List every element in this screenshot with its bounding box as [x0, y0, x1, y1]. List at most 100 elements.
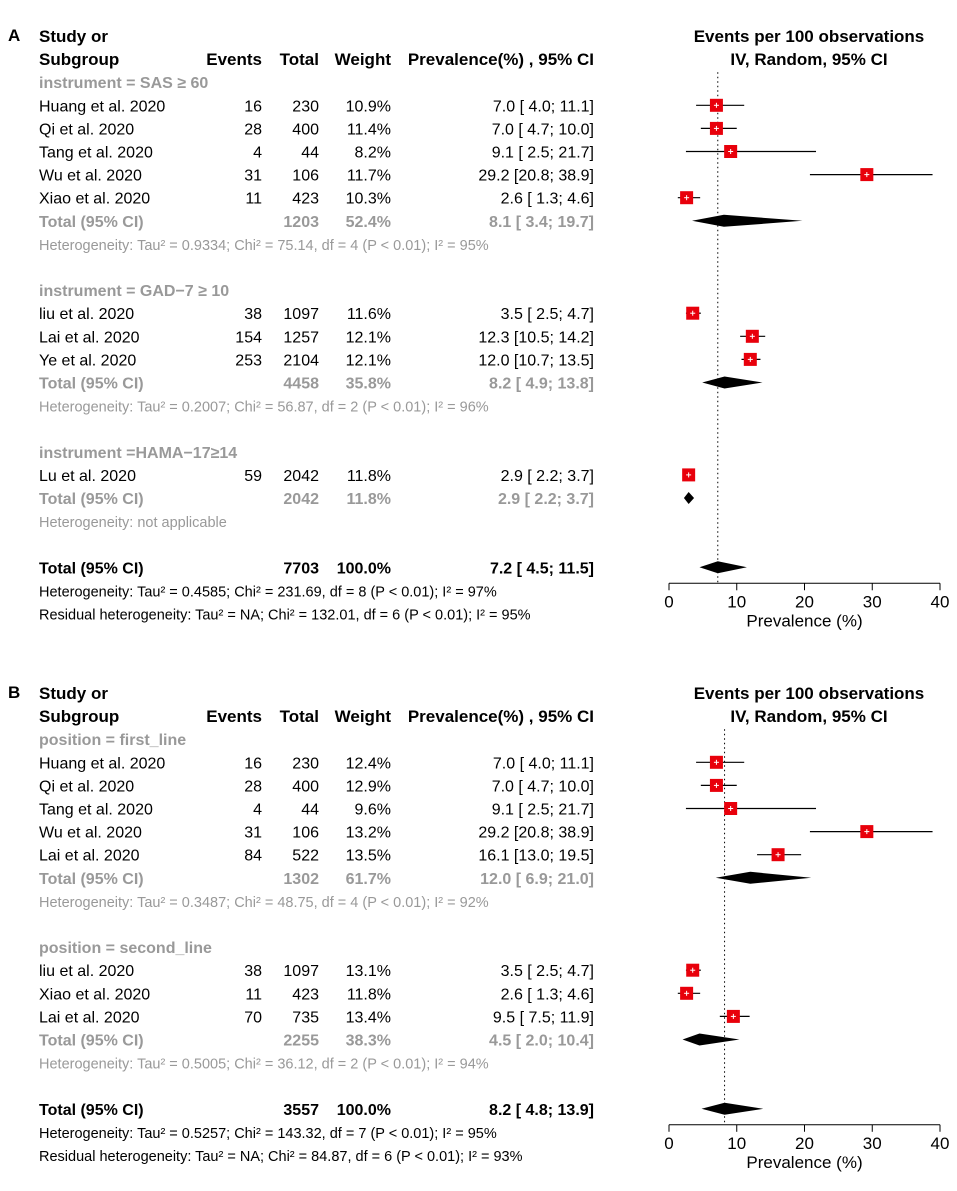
study-total: 522	[292, 848, 319, 865]
study-name: Ye et al. 2020	[39, 352, 136, 369]
header-iv-random: IV, Random, 95% CI	[730, 50, 887, 69]
study-prevalence-ci: 7.0 [ 4.7; 10.0]	[492, 121, 594, 138]
header-events-per-100: Events per 100 observations	[694, 684, 925, 703]
subgroup-total-n: 2255	[283, 1033, 319, 1050]
x-axis-tick-label: 0	[664, 592, 673, 611]
study-marker	[740, 329, 766, 343]
x-axis-tick-label: 20	[795, 592, 814, 611]
x-axis-tick-label: 10	[727, 592, 746, 611]
study-total: 423	[292, 986, 319, 1003]
study-marker	[685, 802, 817, 815]
subgroup-label: position = first_line	[39, 732, 186, 749]
study-total: 735	[292, 1009, 319, 1026]
study-name: Huang et al. 2020	[39, 755, 165, 772]
study-weight: 13.2%	[346, 825, 391, 842]
subgroup-label: instrument =HAMA−17≥14	[39, 445, 237, 462]
subgroup-label: position = second_line	[39, 940, 212, 957]
study-marker	[700, 778, 737, 792]
header-study-line2: Subgroup	[39, 50, 119, 69]
study-marker	[682, 468, 696, 482]
subgroup-total-label: Total (95% CI)	[39, 1033, 144, 1050]
study-name: Tang et al. 2020	[39, 145, 153, 162]
study-weight: 12.4%	[346, 755, 391, 772]
study-total: 106	[292, 825, 319, 842]
x-axis-tick-label: 30	[863, 592, 882, 611]
study-marker	[741, 352, 761, 366]
study-weight: 12.1%	[346, 329, 391, 346]
pooled-diamond	[715, 871, 812, 884]
study-events: 31	[244, 825, 262, 842]
study-prevalence-ci: 7.0 [ 4.0; 11.1]	[493, 98, 594, 115]
subgroup-label: instrument = GAD−7 ≥ 10	[39, 283, 229, 300]
pooled-diamond	[692, 214, 803, 227]
subgroup-heterogeneity: Heterogeneity: Tau² = 0.2007; Chi² = 56.…	[39, 400, 489, 416]
study-total: 230	[292, 755, 319, 772]
study-weight: 12.9%	[346, 778, 391, 795]
subgroup-label: instrument = SAS ≥ 60	[39, 75, 208, 92]
study-marker	[685, 145, 817, 158]
subgroup-total-weight: 61.7%	[346, 871, 391, 888]
overall-total-label: Total (95% CI)	[39, 1102, 144, 1119]
overall-total-ci: 8.2 [ 4.8; 13.9]	[489, 1102, 594, 1119]
residual-heterogeneity: Residual heterogeneity: Tau² = NA; Chi² …	[39, 608, 531, 624]
study-total: 2104	[283, 352, 319, 369]
study-prevalence-ci: 7.0 [ 4.7; 10.0]	[492, 778, 594, 795]
study-prevalence-ci: 12.3 [10.5; 14.2]	[478, 329, 594, 346]
subgroup-total-n: 2042	[283, 491, 319, 508]
pooled-diamond	[683, 492, 695, 504]
subgroup-total-weight: 38.3%	[346, 1033, 391, 1050]
header-events: Events	[206, 707, 262, 726]
study-total: 106	[292, 168, 319, 185]
study-total: 44	[301, 802, 319, 819]
study-name: Lai et al. 2020	[39, 329, 140, 346]
study-name: Lai et al. 2020	[39, 1009, 140, 1026]
x-axis-title: Prevalence (%)	[746, 611, 862, 630]
study-events: 4	[253, 802, 262, 819]
header-study-line2: Subgroup	[39, 707, 119, 726]
study-prevalence-ci: 3.5 [ 2.5; 4.7]	[501, 306, 594, 323]
study-prevalence-ci: 2.6 [ 1.3; 4.6]	[501, 986, 594, 1003]
subgroup-total-label: Total (95% CI)	[39, 376, 144, 393]
study-events: 253	[235, 352, 262, 369]
study-marker	[809, 168, 933, 182]
study-events: 11	[245, 191, 262, 208]
study-name: Xiao et al. 2020	[39, 191, 150, 208]
study-prevalence-ci: 12.0 [10.7; 13.5]	[478, 352, 594, 369]
subgroup-total-ci: 8.2 [ 4.9; 13.8]	[489, 376, 594, 393]
study-events: 16	[244, 755, 262, 772]
study-prevalence-ci: 2.6 [ 1.3; 4.6]	[501, 191, 594, 208]
subgroup-heterogeneity: Heterogeneity: not applicable	[39, 515, 227, 531]
subgroup-total-ci: 4.5 [ 2.0; 10.4]	[489, 1033, 594, 1050]
overall-total-weight: 100.0%	[337, 560, 391, 577]
study-prevalence-ci: 29.2 [20.8; 38.9]	[478, 168, 594, 185]
subgroup-total-label: Total (95% CI)	[39, 871, 144, 888]
study-marker	[677, 986, 701, 1000]
x-axis-title: Prevalence (%)	[746, 1153, 862, 1172]
overall-total-weight: 100.0%	[337, 1102, 391, 1119]
header-iv-random: IV, Random, 95% CI	[730, 707, 887, 726]
x-axis-tick-label: 0	[664, 1134, 673, 1153]
header-events: Events	[206, 50, 262, 69]
header-study-line1: Study or	[39, 684, 108, 703]
header-prevalence-ci: Prevalence(%) , 95% CI	[408, 707, 594, 726]
x-axis-tick-label: 10	[727, 1134, 746, 1153]
subgroup-heterogeneity: Heterogeneity: Tau² = 0.5005; Chi² = 36.…	[39, 1057, 489, 1073]
study-prevalence-ci: 16.1 [13.0; 19.5]	[478, 848, 594, 865]
study-total: 400	[292, 778, 319, 795]
header-weight: Weight	[335, 707, 392, 726]
study-total: 400	[292, 121, 319, 138]
subgroup-total-label: Total (95% CI)	[39, 214, 144, 231]
study-name: Qi et al. 2020	[39, 778, 134, 795]
study-events: 16	[244, 98, 262, 115]
subgroup-total-n: 1302	[283, 871, 319, 888]
study-name: Qi et al. 2020	[39, 121, 134, 138]
study-weight: 9.6%	[355, 802, 391, 819]
study-name: Wu et al. 2020	[39, 168, 142, 185]
study-weight: 11.8%	[347, 468, 391, 485]
study-name: Tang et al. 2020	[39, 802, 153, 819]
subgroup-total-weight: 52.4%	[346, 214, 391, 231]
study-total: 423	[292, 191, 319, 208]
study-name: Huang et al. 2020	[39, 98, 165, 115]
study-weight: 10.9%	[346, 98, 391, 115]
